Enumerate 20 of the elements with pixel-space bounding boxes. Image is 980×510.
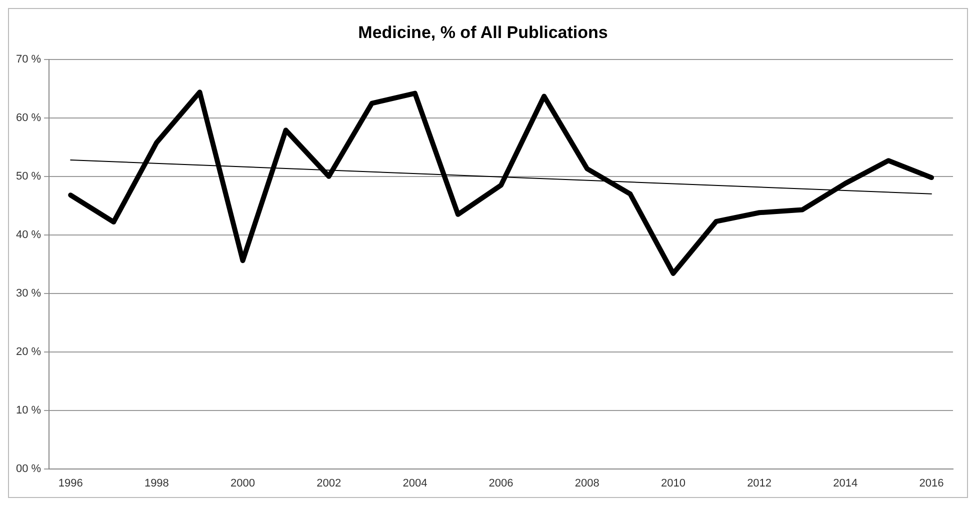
x-tick-label: 2000	[230, 477, 256, 490]
y-tick-label: 30 %	[16, 287, 42, 300]
x-tick-label: 2010	[660, 477, 686, 490]
y-tick-label: 20 %	[16, 346, 42, 358]
x-tick-label: 1998	[144, 477, 169, 490]
x-tick-label: 2004	[402, 477, 428, 490]
x-tick-label: 1996	[58, 477, 83, 490]
chart-title: Medicine, % of All Publications	[358, 22, 608, 42]
x-tick-label: 2012	[747, 477, 772, 490]
y-tick-label: 60 %	[16, 112, 42, 124]
y-tick-label: 70 %	[16, 53, 42, 66]
x-tick-label: 2016	[919, 477, 944, 490]
x-tick-label: 2014	[833, 477, 858, 490]
y-tick-label: 50 %	[16, 170, 42, 182]
x-tick-label: 2002	[316, 477, 342, 490]
y-tick-label: 10 %	[16, 404, 42, 416]
x-tick-label: 2006	[488, 477, 514, 490]
x-tick-label: 2008	[574, 477, 600, 490]
y-tick-label: 00 %	[16, 462, 42, 475]
y-tick-label: 40 %	[16, 228, 42, 241]
